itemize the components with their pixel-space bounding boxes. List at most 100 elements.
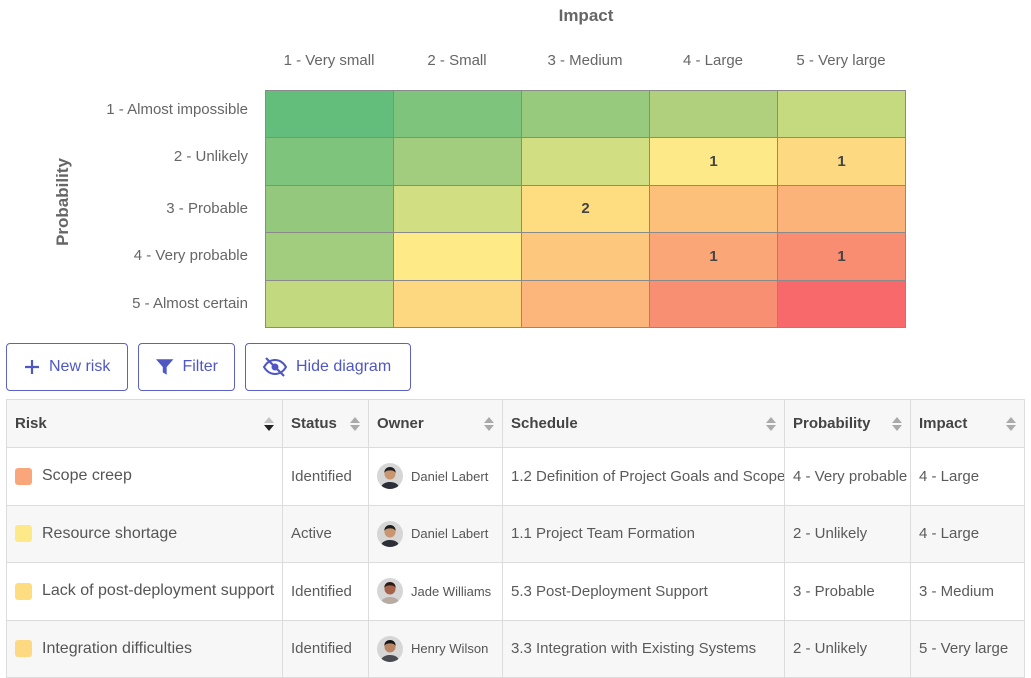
new-risk-button[interactable]: New risk bbox=[6, 343, 128, 391]
probability-cell[interactable]: 2 - Unlikely bbox=[784, 504, 911, 563]
risk-cell[interactable]: Lack of post-deployment support bbox=[6, 562, 283, 621]
status-cell[interactable]: Active bbox=[282, 504, 369, 563]
new-risk-label: New risk bbox=[49, 358, 111, 375]
probability-level-label: 5 - Almost certain bbox=[132, 295, 248, 312]
table-row[interactable]: Lack of post-deployment support Identifie… bbox=[6, 562, 1025, 621]
hide-diagram-label: Hide diagram bbox=[296, 358, 392, 375]
owner-cell[interactable]: Jade Williams bbox=[368, 562, 503, 621]
sort-icon[interactable] bbox=[1006, 416, 1016, 431]
impact-level-label: 5 - Very large bbox=[796, 52, 886, 69]
schedule-cell[interactable]: 5.3 Post-Deployment Support bbox=[502, 562, 785, 621]
probability-cell[interactable]: 3 - Probable bbox=[784, 562, 911, 621]
matrix-cell[interactable] bbox=[650, 185, 778, 234]
impact-cell[interactable]: 4 - Large bbox=[910, 504, 1025, 563]
matrix-cell[interactable]: 1 bbox=[650, 138, 778, 186]
probability-level-label: 3 - Probable bbox=[166, 200, 248, 217]
filter-button[interactable]: Filter bbox=[138, 343, 235, 391]
table-row[interactable]: Scope creep Identified Daniel Labert 1.2 De… bbox=[6, 447, 1025, 506]
matrix-cell[interactable] bbox=[394, 185, 522, 234]
owner-name: Jade Williams bbox=[411, 583, 492, 599]
matrix-cell[interactable]: 1 bbox=[778, 138, 906, 186]
probability-level-label: 4 - Very probable bbox=[133, 247, 248, 264]
matrix-cell[interactable] bbox=[522, 91, 650, 139]
matrix-cell[interactable] bbox=[266, 233, 394, 281]
risk-name: Integration difficulties bbox=[42, 639, 193, 657]
sort-icon[interactable] bbox=[766, 416, 776, 431]
owner-name: Henry Wilson bbox=[411, 641, 489, 657]
hide-diagram-button[interactable]: Hide diagram bbox=[245, 343, 411, 391]
column-header-status[interactable]: Status bbox=[282, 399, 369, 448]
column-header-owner[interactable]: Owner bbox=[368, 399, 503, 448]
toolbar: New risk Filter Hide diagram bbox=[6, 343, 411, 391]
matrix-cell[interactable] bbox=[650, 280, 778, 328]
risk-cell[interactable]: Scope creep bbox=[6, 447, 283, 506]
matrix-cell[interactable] bbox=[266, 91, 394, 139]
avatar bbox=[377, 635, 403, 662]
sort-descending-icon[interactable] bbox=[264, 416, 274, 431]
probability-level-label: 1 - Almost impossible bbox=[106, 101, 248, 118]
risk-name: Resource shortage bbox=[42, 524, 178, 542]
impact-cell[interactable]: 4 - Large bbox=[910, 447, 1025, 506]
column-header-impact[interactable]: Impact bbox=[910, 399, 1025, 448]
impact-level-label: 2 - Small bbox=[427, 52, 487, 69]
risk-color-swatch bbox=[15, 640, 32, 658]
impact-cell[interactable]: 3 - Medium bbox=[910, 562, 1025, 621]
owner-cell[interactable]: Henry Wilson bbox=[368, 619, 503, 678]
matrix-cell[interactable] bbox=[266, 185, 394, 234]
probability-cell[interactable]: 4 - Very probable bbox=[784, 447, 911, 506]
sort-icon[interactable] bbox=[892, 416, 902, 431]
impact-axis-title: Impact bbox=[558, 6, 614, 25]
schedule-cell[interactable]: 1.2 Definition of Project Goals and Scop… bbox=[502, 447, 785, 506]
filter-icon bbox=[155, 359, 174, 375]
matrix-cell[interactable] bbox=[778, 91, 906, 139]
risk-cell[interactable]: Resource shortage bbox=[6, 504, 283, 563]
matrix-cell[interactable]: 2 bbox=[522, 185, 650, 234]
matrix-cell[interactable] bbox=[778, 185, 906, 234]
risk-name: Scope creep bbox=[42, 467, 132, 485]
matrix-cell[interactable] bbox=[522, 138, 650, 186]
matrix-cell[interactable] bbox=[778, 280, 906, 328]
column-header-probability[interactable]: Probability bbox=[784, 399, 911, 448]
avatar bbox=[377, 578, 403, 605]
schedule-cell[interactable]: 1.1 Project Team Formation bbox=[502, 504, 785, 563]
eye-off-icon bbox=[262, 357, 288, 377]
probability-cell[interactable]: 2 - Unlikely bbox=[784, 619, 911, 678]
matrix-cell[interactable] bbox=[394, 280, 522, 328]
column-header-schedule[interactable]: Schedule bbox=[502, 399, 785, 448]
sort-icon[interactable] bbox=[484, 416, 494, 431]
impact-cell[interactable]: 5 - Very large bbox=[910, 619, 1025, 678]
status-cell[interactable]: Identified bbox=[282, 447, 369, 506]
impact-level-label: 1 - Very small bbox=[283, 52, 375, 69]
avatar bbox=[377, 463, 403, 490]
matrix-cell[interactable] bbox=[266, 138, 394, 186]
matrix-cell[interactable]: 1 bbox=[778, 233, 906, 281]
avatar bbox=[377, 520, 403, 547]
owner-cell[interactable]: Daniel Labert bbox=[368, 447, 503, 506]
filter-label: Filter bbox=[182, 358, 218, 375]
impact-level-label: 3 - Medium bbox=[547, 52, 623, 69]
matrix-cell[interactable] bbox=[522, 233, 650, 281]
sort-icon[interactable] bbox=[350, 416, 360, 431]
owner-cell[interactable]: Daniel Labert bbox=[368, 504, 503, 563]
matrix-cell[interactable] bbox=[522, 280, 650, 328]
matrix-cell[interactable]: 1 bbox=[650, 233, 778, 281]
table-row[interactable]: Integration difficulties Identified Henry … bbox=[6, 619, 1025, 678]
impact-level-label: 4 - Large bbox=[682, 52, 744, 69]
matrix-cell[interactable] bbox=[394, 138, 522, 186]
matrix-cell[interactable] bbox=[394, 91, 522, 139]
status-cell[interactable]: Identified bbox=[282, 562, 369, 621]
risk-color-swatch bbox=[15, 582, 32, 600]
risk-color-swatch bbox=[15, 525, 32, 543]
risk-cell[interactable]: Integration difficulties bbox=[6, 619, 283, 678]
column-header-risk[interactable]: Risk bbox=[6, 399, 283, 448]
matrix-cell[interactable] bbox=[394, 233, 522, 281]
owner-name: Daniel Labert bbox=[411, 468, 489, 484]
matrix-cell[interactable] bbox=[650, 91, 778, 139]
owner-name: Daniel Labert bbox=[411, 526, 489, 542]
table-row[interactable]: Resource shortage Active Daniel Labert 1.1 … bbox=[6, 504, 1025, 563]
status-cell[interactable]: Identified bbox=[282, 619, 369, 678]
risk-name: Lack of post-deployment support bbox=[42, 582, 275, 600]
matrix-cell[interactable] bbox=[266, 280, 394, 328]
schedule-cell[interactable]: 3.3 Integration with Existing Systems bbox=[502, 619, 785, 678]
